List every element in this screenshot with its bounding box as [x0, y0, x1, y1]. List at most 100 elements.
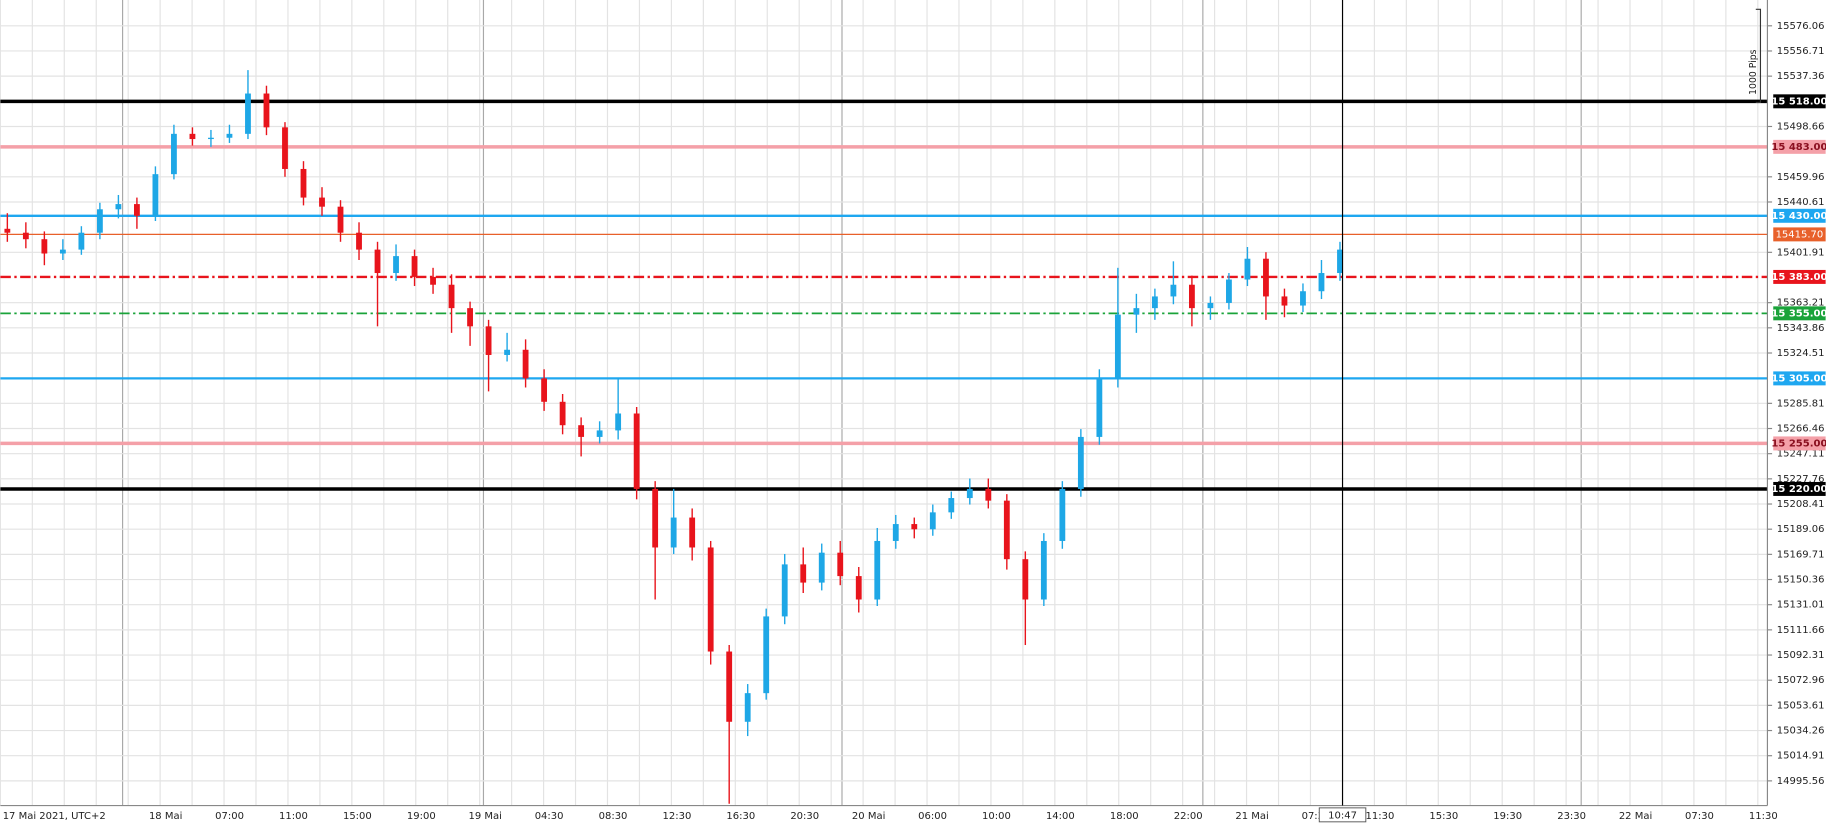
candle-body: [1133, 308, 1140, 315]
candle-body: [1244, 258, 1251, 280]
pips-label: 1000 Pips: [1748, 49, 1759, 95]
y-tick-label: 14995.56: [1777, 776, 1825, 787]
x-tick-label: 06:00: [918, 811, 947, 822]
candle-body: [1281, 296, 1288, 306]
candle-body: [1040, 540, 1047, 600]
candle-body: [892, 524, 899, 541]
y-tick-label: 15034.26: [1777, 726, 1825, 737]
candle-body: [1207, 302, 1214, 309]
candle-body: [430, 276, 436, 285]
level-label: 15 383.00: [1771, 272, 1826, 283]
candle-body: [4, 228, 11, 233]
x-tick-label: 22:00: [1174, 811, 1203, 822]
level-label: 15 305.00: [1771, 373, 1826, 384]
candle-body: [948, 498, 955, 513]
level-label-bg: [1773, 208, 1826, 223]
candle-body: [1337, 249, 1343, 274]
levels-layer: [0, 99, 1768, 491]
candle-body: [319, 197, 325, 207]
candle-body: [985, 488, 992, 501]
level-label: 15 220.00: [1771, 484, 1826, 495]
y-tick-label: 15014.91: [1777, 751, 1825, 762]
level-label: 15 483.00: [1771, 142, 1826, 153]
candle-body: [652, 488, 659, 548]
x-tick-label: 17 Mai 2021, UTC+2: [3, 811, 106, 822]
level-label: 15 255.00: [1771, 438, 1826, 449]
y-tick-label: 15072.96: [1777, 675, 1825, 686]
candle-body: [115, 204, 122, 210]
candle-body: [966, 488, 973, 499]
candle-body: [22, 232, 29, 240]
candle-body: [874, 540, 881, 600]
candle-body: [263, 93, 270, 128]
candle-body: [670, 517, 677, 548]
x-tick-label: 07:30: [1302, 811, 1331, 822]
x-tick-label: 16:30: [726, 811, 755, 822]
candle-body: [541, 378, 548, 402]
y-tick-label: 15498.66: [1777, 121, 1825, 132]
x-tick-label: 23:30: [1557, 811, 1586, 822]
candle-body: [744, 693, 751, 722]
candle-body: [1226, 279, 1232, 303]
candle-body: [411, 256, 418, 277]
x-tick-label: 11:30: [1749, 811, 1778, 822]
y-tick-label: 15227.76: [1777, 474, 1825, 485]
x-tick-label: 18 Mai: [149, 811, 182, 822]
y-tick-label: 15363.21: [1777, 298, 1825, 309]
y-tick-label: 15169.71: [1777, 549, 1825, 560]
candle-body: [96, 209, 103, 233]
x-tick-label: 19 Mai: [468, 811, 501, 822]
candle-body: [707, 547, 714, 652]
candle-body: [763, 616, 770, 694]
candle-body: [689, 517, 696, 548]
candle-body: [337, 206, 344, 233]
x-tick-label: 14:00: [1046, 811, 1075, 822]
x-tick-label: 11:30: [1365, 811, 1394, 822]
candle-body: [448, 284, 455, 309]
level-label-bg: [1773, 139, 1826, 154]
candle-body: [282, 127, 288, 169]
level-label-bg: [1773, 94, 1826, 109]
level-label-bg: [1773, 481, 1826, 496]
candle-body: [633, 413, 640, 489]
y-tick-label: 15247.11: [1777, 449, 1825, 460]
x-tick-label: 22 Mai: [1619, 811, 1652, 822]
candle-body: [356, 232, 362, 250]
y-tick-label: 15053.61: [1777, 700, 1825, 711]
x-tick-label: 12:30: [663, 811, 692, 822]
x-tick-label: 07:30: [1685, 811, 1714, 822]
y-tick-label: 15189.06: [1777, 524, 1825, 535]
current-price-bg: [1773, 227, 1826, 242]
candle-body: [226, 133, 233, 138]
candle-body: [855, 576, 862, 600]
candle-body: [559, 401, 566, 426]
candle-body: [1170, 284, 1177, 297]
candle-body: [1096, 378, 1103, 437]
y-tick-label: 15556.71: [1777, 46, 1825, 57]
candle-body: [929, 512, 936, 530]
candle-body: [504, 349, 510, 355]
candle-body: [1114, 314, 1121, 379]
x-tick-label: 11:00: [279, 811, 308, 822]
pips-bracket: [1755, 8, 1762, 104]
x-tick-label: 19:30: [1493, 811, 1522, 822]
x-tick-label: 08:30: [599, 811, 628, 822]
candle-body: [1300, 291, 1306, 306]
level-label-bg: [1773, 371, 1826, 386]
candle-body: [1022, 559, 1029, 600]
x-tick-label: 04:30: [535, 811, 564, 822]
candle-body: [134, 204, 140, 216]
y-tick-label: 15092.31: [1777, 650, 1825, 661]
level-label-bg: [1773, 269, 1826, 284]
candle-body: [374, 249, 381, 274]
y-tick-label: 15537.36: [1777, 71, 1825, 82]
candle-body: [596, 430, 603, 437]
candle-body: [467, 308, 473, 327]
x-tick-label: 07:00: [215, 811, 244, 822]
x-tick-label: 15:00: [343, 811, 372, 822]
candle-body: [1077, 436, 1084, 489]
y-tick-label: 15285.81: [1777, 398, 1825, 409]
y-tick-label: 15111.66: [1777, 625, 1825, 636]
candle-body: [393, 256, 399, 274]
level-label-bg: [1773, 306, 1826, 321]
